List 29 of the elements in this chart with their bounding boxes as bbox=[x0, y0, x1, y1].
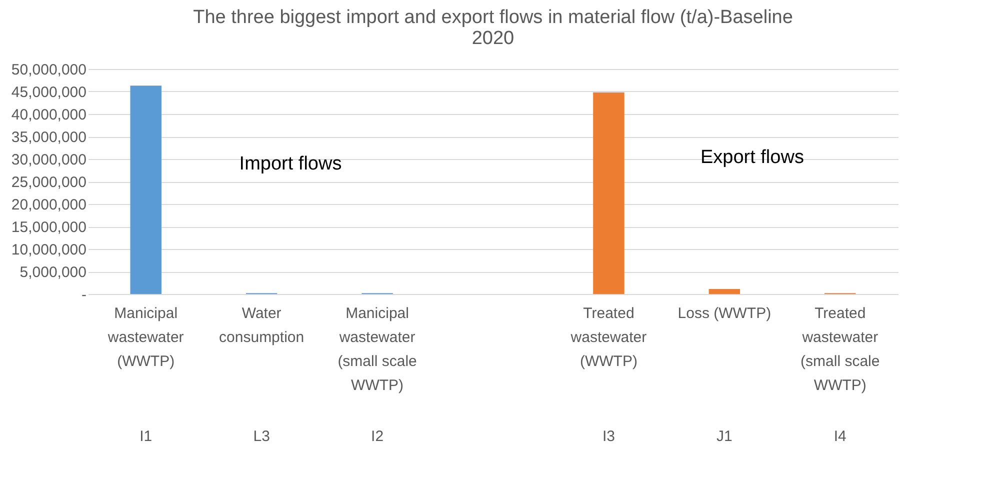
x-tick-label: Water consumption bbox=[219, 305, 304, 346]
annotation: Import flows bbox=[239, 154, 342, 174]
bar bbox=[708, 289, 740, 294]
x-tick-label: Manicipal wastewater (small scale WWTP) bbox=[338, 305, 417, 394]
y-tick-label: 15,000,000 bbox=[11, 219, 86, 236]
text: I2 bbox=[371, 428, 384, 445]
text: I4 bbox=[834, 428, 846, 445]
chart-title: The three biggest import and export flows in material flow (t/a)-Baseline 2020 bbox=[193, 7, 793, 49]
x-tick-label: Treated wastewater (WWTP) bbox=[570, 305, 647, 370]
y-tick-label: 35,000,000 bbox=[11, 129, 86, 146]
x-tick-label: Treated wastewater (small scale WWTP) bbox=[800, 305, 880, 394]
y-tick-label: 20,000,000 bbox=[11, 196, 86, 214]
y-tick-label: 50,000,000 bbox=[11, 62, 86, 78]
y-tick-label: - bbox=[82, 286, 86, 304]
y-tick-label: 30,000,000 bbox=[11, 152, 86, 168]
annotation: Export flows bbox=[700, 146, 804, 168]
y-tick-label: 45,000,000 bbox=[11, 84, 86, 101]
text: I1 bbox=[140, 428, 152, 445]
x-tick-label: Loss (WWTP) bbox=[678, 305, 772, 322]
y-tick-label: 5,000,000 bbox=[20, 264, 86, 281]
bar bbox=[593, 92, 624, 294]
text: L3 bbox=[253, 428, 270, 445]
x-tick-label: Manicipal wastewater (WWTP) bbox=[106, 305, 184, 370]
text: I3 bbox=[602, 428, 615, 445]
text: J1 bbox=[716, 428, 732, 445]
y-tick-label: 40,000,000 bbox=[11, 106, 86, 124]
y-tick-label: 25,000,000 bbox=[11, 174, 86, 191]
y-tick-label: 10,000,000 bbox=[11, 242, 86, 258]
bar bbox=[130, 86, 162, 294]
